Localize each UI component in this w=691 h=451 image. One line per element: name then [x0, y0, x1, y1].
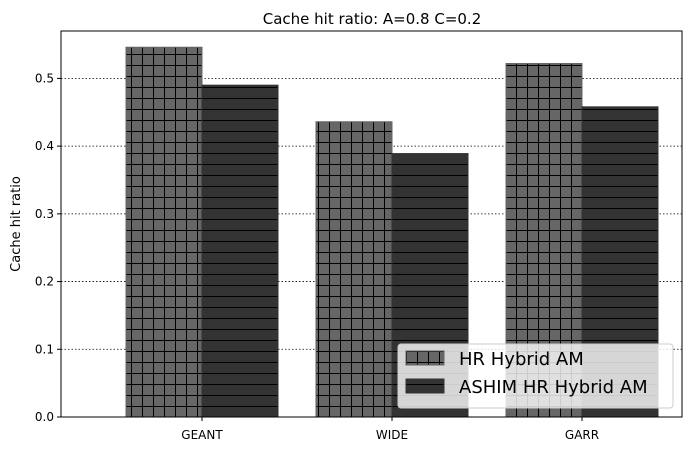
bar: [315, 121, 393, 418]
legend-label: ASHIM HR Hybrid AM: [459, 377, 648, 398]
y-tick-label: 0.2: [35, 275, 54, 289]
y-tick-label: 0.5: [35, 71, 54, 85]
y-tick-label: 0.3: [35, 207, 54, 221]
y-tick-label: 0.4: [35, 139, 54, 153]
y-tick-label: 0.0: [35, 410, 54, 424]
bar: [125, 46, 203, 418]
legend-label: HR Hybrid AM: [459, 349, 584, 370]
plot-frame: [60, 30, 683, 418]
y-axis: 0.0 0.1 0.2 0.3 0.4 0.5: [35, 71, 61, 424]
legend: HR Hybrid AM ASHIM HR Hybrid AM: [397, 343, 674, 409]
y-axis-label: Cache hit ratio: [9, 176, 24, 272]
x-tick-label: GEANT: [181, 428, 223, 442]
legend-swatch: [405, 378, 445, 394]
chart-title: Cache hit ratio: A=0.8 C=0.2: [263, 10, 482, 28]
bar: [201, 84, 279, 418]
y-tick-label: 0.1: [35, 342, 54, 356]
x-axis: GEANT WIDE GARR: [181, 417, 599, 442]
x-tick-label: WIDE: [376, 428, 408, 442]
legend-box: [397, 343, 674, 409]
legend-swatch: [405, 350, 445, 366]
x-tick-label: GARR: [565, 428, 599, 442]
